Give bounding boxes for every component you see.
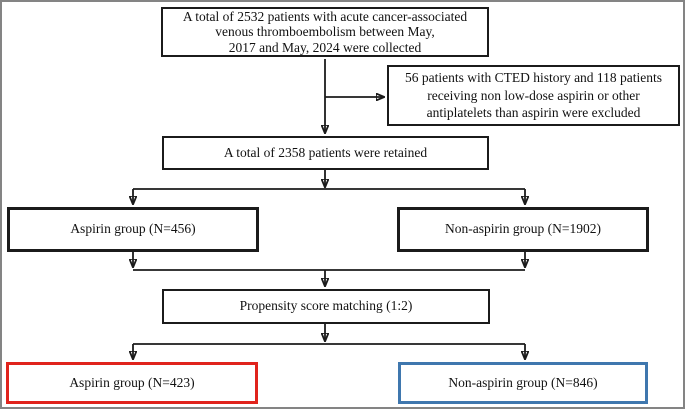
box-propensity-matching: Propensity score matching (1:2) [162, 289, 490, 324]
non-aspirin-matched-label: Non-aspirin group (N=846) [448, 374, 598, 390]
aspirin-matched-label: Aspirin group (N=423) [69, 374, 195, 390]
box-non-aspirin-group: Non-aspirin group (N=1902) [397, 207, 649, 252]
box-patients-collected: A total of 2532 patients with acute canc… [161, 7, 489, 57]
matching-label: Propensity score matching (1:2) [239, 298, 413, 314]
excluded-line-2: receiving non low-dose aspirin or other [427, 87, 640, 103]
box-non-aspirin-matched: Non-aspirin group (N=846) [398, 362, 648, 404]
box-patients-excluded: 56 patients with CTED history and 118 pa… [387, 65, 680, 126]
box-aspirin-matched: Aspirin group (N=423) [6, 362, 258, 404]
collected-line-2: venous thromboembolism between May, [215, 24, 435, 40]
excluded-line-3: antiplatelets than aspirin were excluded [426, 105, 641, 121]
collected-line-3: 2017 and May, 2024 were collected [228, 39, 422, 55]
box-patients-retained: A total of 2358 patients were retained [162, 136, 489, 170]
collected-line-1: A total of 2532 patients with acute canc… [182, 8, 468, 24]
excluded-line-1: 56 patients with CTED history and 118 pa… [404, 69, 663, 85]
retained-label: A total of 2358 patients were retained [223, 144, 428, 160]
aspirin-group-label: Aspirin group (N=456) [70, 221, 196, 237]
non-aspirin-group-label: Non-aspirin group (N=1902) [444, 221, 602, 237]
box-aspirin-group: Aspirin group (N=456) [7, 207, 259, 252]
